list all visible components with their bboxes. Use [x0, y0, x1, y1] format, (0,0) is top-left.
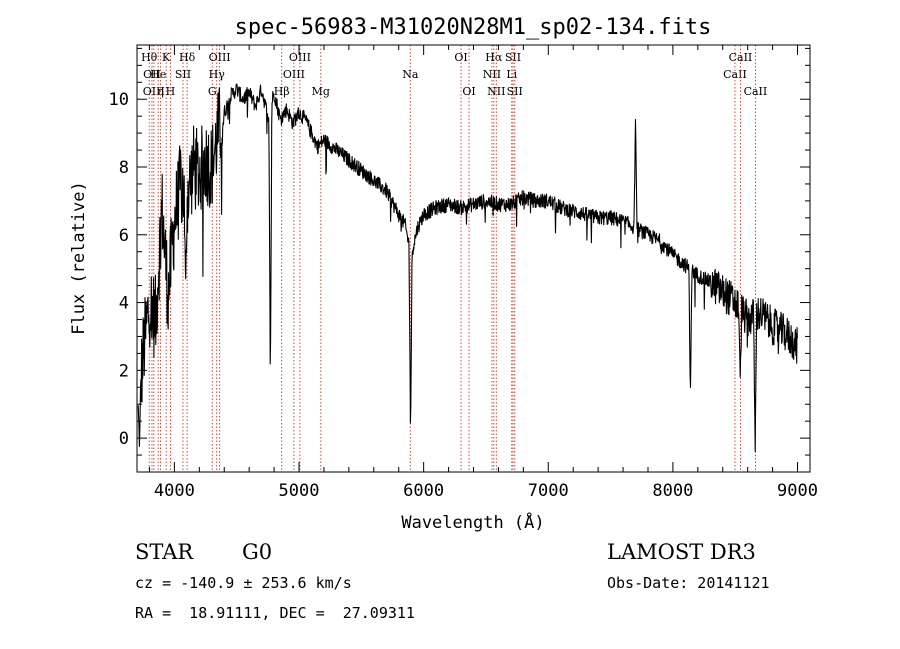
line-label: H [166, 85, 176, 98]
line-label: Hβ [274, 85, 290, 98]
line-label: η [157, 85, 164, 98]
line-label: Hδ [179, 51, 196, 64]
axes: 4000 5000 6000 7000 8000 9000 0 2 4 6 8 10 [109, 45, 818, 501]
line-label: He [150, 68, 166, 81]
line-label: OI [454, 51, 467, 64]
line-label: CaII [744, 85, 768, 98]
plot-frame [136, 44, 811, 473]
spectrum-line [137, 83, 798, 453]
x-tick-label: 8000 [652, 481, 693, 501]
line-label: OI [462, 85, 475, 98]
spectrum-series [137, 83, 798, 453]
y-tick-label: 6 [119, 226, 129, 246]
x-tick-label: 7000 [528, 481, 569, 501]
line-label: Hθ [141, 51, 158, 64]
chart-title: spec-56983-M31020N28M1_sp02-134.fits [235, 15, 712, 40]
line-label: NII [483, 68, 501, 81]
line-label: SII [507, 85, 523, 98]
x-tick-label: 4000 [154, 481, 195, 501]
y-tick-label: 2 [119, 361, 129, 381]
survey-name: LAMOST DR3 [607, 540, 756, 564]
emission-line-markers: Hθ OII OIII He η K H SII Hδ G Hγ OIII Hβ OIII OIII Mg Na… [141, 45, 767, 472]
coordinates: RA = 18.91111, DEC = 27.09311 [135, 604, 415, 622]
x-tick-label: 5000 [279, 481, 320, 501]
obs-date: Obs-Date: 20141121 [607, 574, 770, 592]
y-tick-label: 10 [109, 90, 129, 110]
line-label: Na [402, 68, 419, 81]
line-label: Mg [312, 85, 330, 98]
line-label: OII [143, 68, 161, 81]
line-label: NII [487, 85, 505, 98]
y-tick-label: 8 [119, 158, 129, 178]
line-label: OIII [289, 51, 311, 64]
line-label: Hγ [209, 68, 226, 81]
line-label: Li [506, 68, 517, 81]
x-tick-label: 6000 [403, 481, 444, 501]
line-label: OIII [209, 51, 231, 64]
line-label: OIII [283, 68, 305, 81]
line-label: K [162, 51, 171, 64]
y-axis-label: Flux (relative) [69, 181, 89, 335]
line-label: CaII [723, 68, 747, 81]
line-label: SII [175, 68, 191, 81]
y-tick-label: 4 [119, 294, 129, 314]
line-label: SII [505, 51, 521, 64]
object-class: STAR [135, 540, 194, 564]
line-label: G [208, 85, 217, 98]
line-label: CaII [729, 51, 753, 64]
line-label: OIII [143, 85, 165, 98]
x-axis-label: Wavelength (Å) [401, 511, 544, 533]
x-tick-label: 9000 [777, 481, 818, 501]
y-tick-label: 0 [119, 429, 129, 449]
line-label: Hα [485, 51, 503, 64]
redshift-readout: cz = -140.9 ± 253.6 km/s [135, 574, 352, 592]
object-subclass: G0 [242, 540, 273, 564]
